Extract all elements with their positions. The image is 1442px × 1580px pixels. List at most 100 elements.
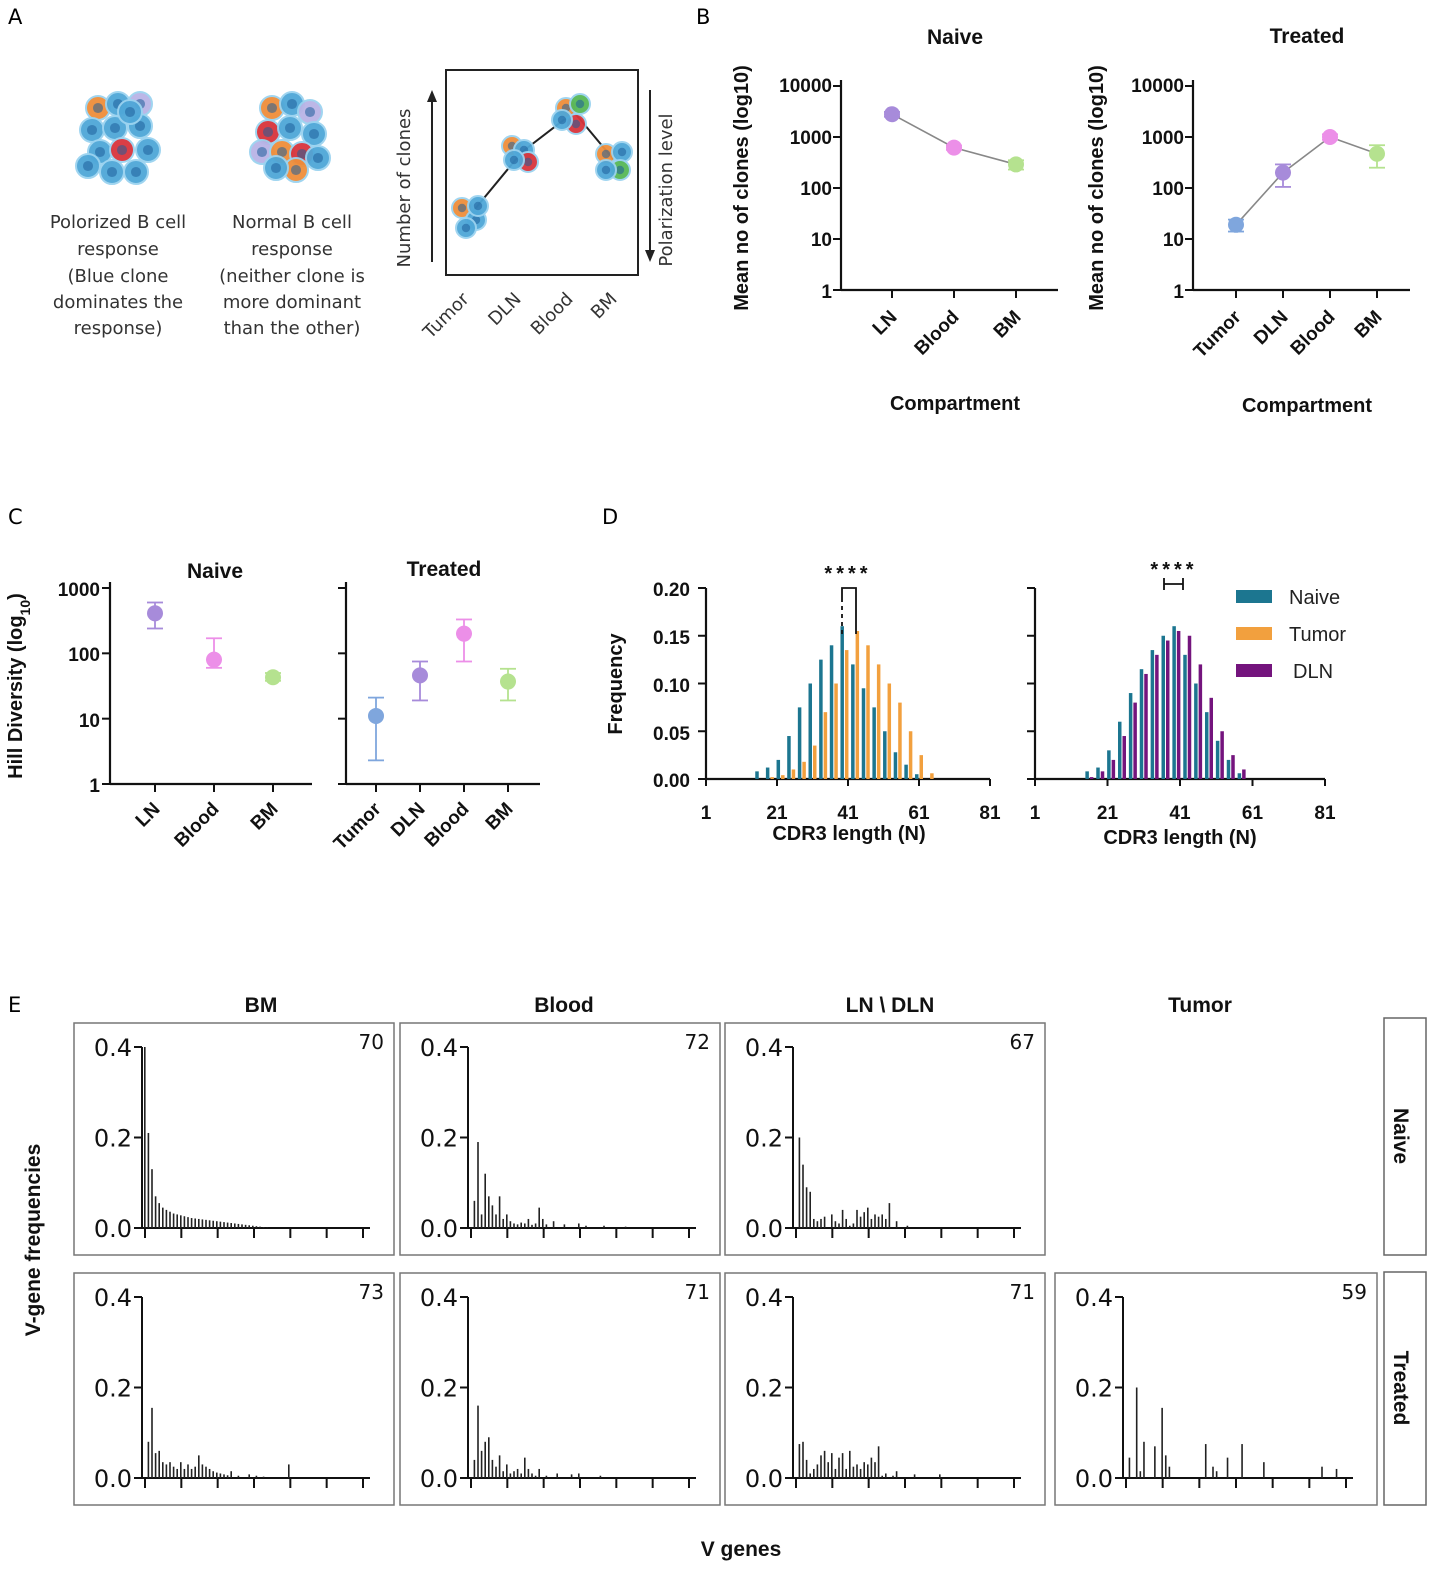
bar-tumor (855, 630, 860, 779)
v-gene-bar (852, 1223, 855, 1228)
bar-naive (872, 707, 876, 779)
v-gene-bar (527, 1218, 530, 1228)
v-gene-bar (881, 1475, 883, 1478)
bar-naive (861, 688, 866, 779)
v-gene-bar (509, 1473, 512, 1478)
panel-e: BM Blood LN \ DLN Tumor Naive Treated V-… (22, 994, 1427, 1561)
v-gene-bar (877, 1446, 880, 1478)
bar-naive (1205, 712, 1209, 779)
y-tick-label: 0.4 (745, 1284, 783, 1312)
v-gene-panel-treated-4: 0.4 0.2 0.0 71 (399, 1272, 721, 1506)
normal-line-2: response (251, 239, 333, 260)
c-naive-title: Naive (187, 560, 243, 583)
v-gene-bar (147, 1441, 150, 1478)
x-tick-label-bm: BM (1351, 307, 1387, 343)
v-gene-bar (183, 1468, 186, 1478)
bar-dln (1209, 697, 1213, 779)
v-gene-bar (870, 1218, 873, 1228)
bar-tumor (908, 731, 913, 779)
bar-naive (776, 759, 781, 779)
panel-b-treated: Treated Mean no of clones (log10) Compar… (1086, 25, 1410, 417)
schematic-cell-nucleus (601, 165, 611, 175)
v-gene-bar (506, 1464, 508, 1478)
v-gene-bar (172, 1213, 175, 1228)
d-ytick-015: 0.15 (653, 628, 690, 649)
v-gene-bar (798, 1444, 801, 1478)
v-gene-bar (816, 1221, 819, 1228)
v-gene-bar (212, 1220, 214, 1228)
v-gene-bar (892, 1475, 894, 1478)
b-treated-ylabel: Mean no of clones (log10) (1086, 65, 1108, 311)
panel-label-e: E (8, 993, 21, 1017)
v-gene-bar (151, 1407, 153, 1478)
x-tick-label: 81 (1314, 803, 1336, 824)
schematic-cell-nucleus (615, 165, 625, 175)
x-tick-label-blood: Blood (1287, 307, 1340, 360)
v-gene-bar (823, 1450, 826, 1478)
significance-bracket (841, 587, 857, 634)
c-ytick-100: 100 (68, 645, 100, 666)
x-tick-label: 21 (766, 803, 788, 824)
v-gene-bar (255, 1475, 258, 1478)
v-gene-bar (262, 1476, 265, 1478)
c-ytick-10: 10 (79, 711, 100, 732)
clones-up-arrow-head (427, 90, 437, 102)
v-gene-bar (1204, 1444, 1207, 1478)
e-ylabel: V-gene frequencies (22, 1144, 45, 1337)
bar-naive (819, 659, 823, 779)
point-dln (1275, 164, 1291, 181)
panel-frame (399, 1272, 721, 1506)
normal-cell-nucleus (284, 122, 296, 134)
d-ytick-010: 0.10 (653, 676, 690, 697)
schematic-clusters (451, 93, 633, 239)
x-tick-label: 61 (908, 803, 930, 824)
x-tick-label: 61 (1242, 803, 1264, 824)
v-gene-bar (556, 1473, 558, 1478)
polarized-cell-nucleus (142, 144, 154, 156)
bar-naive (1172, 626, 1176, 779)
v-gene-bar (852, 1466, 855, 1478)
v-gene-bar (234, 1223, 236, 1228)
bar-tumor (930, 773, 934, 779)
e-xlabel: V genes (701, 1538, 782, 1561)
v-gene-bar (1161, 1407, 1163, 1478)
v-gene-bar (241, 1224, 243, 1228)
v-gene-bar (599, 1475, 602, 1478)
v-gene-bar (172, 1466, 175, 1478)
v-gene-bar (813, 1218, 815, 1228)
v-gene-bar (506, 1214, 508, 1228)
e-row-label-treated: Treated (1389, 1351, 1412, 1426)
bar-naive (904, 764, 908, 779)
v-gene-panel-treated-3: 0.4 0.2 0.0 73 (73, 1272, 395, 1506)
bar-tumor (919, 755, 923, 779)
bar-naive (840, 626, 844, 779)
bar-dln (1187, 635, 1192, 779)
bar-naive (1096, 767, 1100, 779)
v-gene-bar (802, 1441, 804, 1478)
d-left-plot-area: 1 21 41 61 81 (698, 587, 1001, 824)
panel-frame (399, 1022, 721, 1256)
polarized-cell-nucleus (94, 146, 106, 158)
v-gene-bar (288, 1464, 290, 1478)
v-gene-bar (180, 1215, 182, 1228)
y-tick-label: 0.4 (94, 1034, 132, 1062)
x-tick-label: 41 (837, 803, 859, 824)
point-bm (1008, 156, 1024, 173)
v-gene-bar (495, 1214, 497, 1228)
v-gene-bar (520, 1473, 522, 1478)
bar-dln (1166, 640, 1170, 779)
clone-count-label: 70 (359, 1030, 384, 1054)
x-tick-label-tumor: Tumor (1190, 306, 1246, 362)
y-tick-label: 0.0 (745, 1465, 783, 1493)
v-gene-bar (885, 1218, 887, 1228)
v-gene-panel-treated-5: 0.4 0.2 0.0 71 (724, 1272, 1046, 1506)
polarized-cell-nucleus (134, 120, 146, 132)
panel-c-naive: Naive Hill Diversity (log10) 1000 100 10… (5, 560, 312, 852)
v-gene-bar (198, 1455, 200, 1478)
point-ln (147, 605, 163, 622)
v-gene-bar (194, 1466, 196, 1478)
v-gene-bar (531, 1224, 533, 1228)
v-gene-bar (1164, 1455, 1167, 1478)
